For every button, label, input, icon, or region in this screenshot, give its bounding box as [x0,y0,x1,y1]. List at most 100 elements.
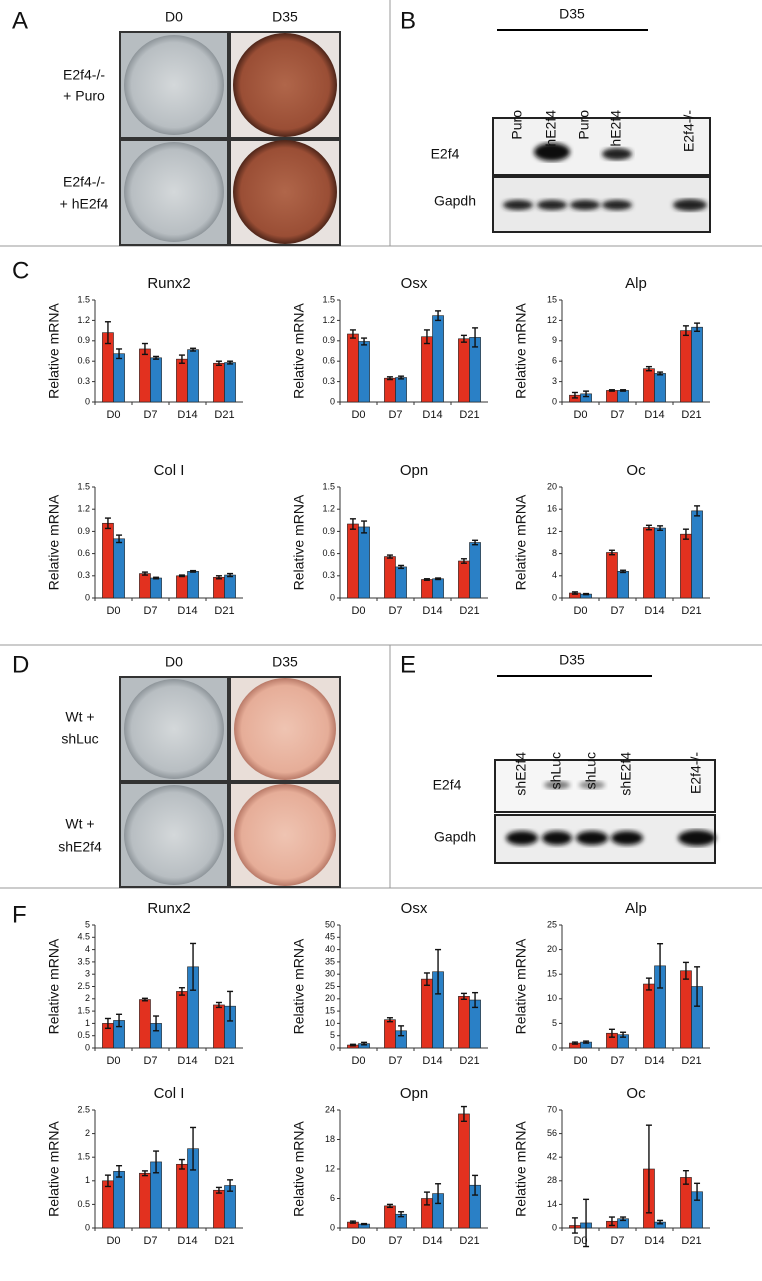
x-tick-label: D14 [422,605,442,617]
panel-letter: A [12,7,28,34]
bar [176,358,188,403]
x-tick-label: D0 [351,409,365,421]
x-tick-label: D14 [177,605,197,617]
x-tick-label: D21 [459,409,479,421]
y-tick-label: 0.9 [322,335,335,345]
y-tick-label: 0.3 [322,570,335,580]
x-tick-label: D7 [610,409,624,421]
y-tick-label: 0.9 [322,526,335,536]
y-axis-label: Relative mRNA [513,303,529,399]
row-label: + hE2f4 [60,196,109,212]
y-tick-label: 0 [85,592,90,602]
well [233,33,337,137]
x-tick-label: D14 [422,1235,442,1247]
bar [224,362,236,403]
bar [654,527,666,599]
y-tick-label: 5 [85,919,90,929]
y-axis-label: Relative mRNA [46,494,62,590]
bar [395,377,407,403]
y-tick-label: 0.9 [77,526,90,536]
y-tick-label: 0 [330,1042,335,1052]
bar [680,330,692,403]
x-tick-label: D14 [644,409,664,421]
chart-title: Col I [154,462,185,479]
bar [421,336,433,403]
y-axis-label: Relative mRNA [46,303,62,399]
bar [213,362,225,403]
y-tick-label: 20 [547,481,557,491]
bar [139,573,151,599]
x-tick-label: D21 [459,1235,479,1247]
y-axis-label: Relative mRNA [291,303,307,399]
y-tick-label: 0 [330,396,335,406]
bar [432,315,444,403]
bar [384,556,396,599]
x-tick-label: D7 [388,605,402,617]
x-tick-label: D0 [106,409,120,421]
row-label: E2f4-/- [63,67,105,83]
x-tick-label: D7 [143,409,157,421]
y-tick-label: 4 [85,944,90,954]
band [611,831,643,845]
lane-label: Puro [509,110,525,140]
bar [643,368,655,403]
y-axis-label: Relative mRNA [513,938,529,1034]
western-blot [494,675,716,864]
y-tick-label: 1.5 [322,294,335,304]
y-tick-label: 12 [325,1163,335,1173]
bar [150,577,162,599]
band [542,831,572,845]
bar [113,353,125,403]
y-axis-label: Relative mRNA [46,1121,62,1217]
x-tick-label: D21 [681,1055,701,1067]
well [124,679,224,779]
y-tick-label: 28 [547,1175,557,1185]
y-tick-label: 0 [85,1222,90,1232]
bar [458,338,470,403]
bar [384,1019,396,1049]
y-tick-label: 2.5 [77,1104,90,1114]
bar [458,560,470,599]
band [579,781,605,789]
y-tick-label: 0.6 [77,548,90,558]
y-tick-label: 4.5 [77,932,90,942]
column-label: D0 [165,654,183,670]
x-tick-label: D14 [422,1055,442,1067]
y-tick-label: 0.5 [77,1199,90,1209]
y-tick-label: 0 [552,396,557,406]
y-tick-label: 1.5 [77,294,90,304]
x-tick-label: D14 [644,605,664,617]
y-tick-label: 0.3 [322,376,335,386]
y-tick-label: 2 [85,993,90,1003]
x-tick-label: D7 [143,1055,157,1067]
bar [347,523,359,599]
x-tick-label: D0 [573,1235,587,1247]
row-label: shLuc [61,731,98,747]
column-label: D35 [272,654,298,670]
bar [139,999,151,1049]
y-tick-label: 50 [325,919,335,929]
x-tick-label: D7 [610,605,624,617]
group-label: D35 [559,652,585,668]
bar [606,552,618,599]
chart-title: Osx [401,275,428,292]
band [506,831,538,845]
y-tick-label: 2 [85,1128,90,1138]
y-tick-label: 0.3 [77,376,90,386]
y-tick-label: 0 [552,1042,557,1052]
chart-title: Opn [400,1085,428,1102]
x-tick-label: D21 [459,1055,479,1067]
photo-grid [119,676,341,888]
blot [494,759,716,813]
chart-title: Alp [625,900,647,917]
x-tick-label: D14 [644,1055,664,1067]
band [570,200,600,210]
well [124,785,224,885]
x-tick-label: D7 [143,1235,157,1247]
y-tick-label: 0 [330,592,335,602]
bar [421,978,433,1049]
bar [421,579,433,599]
y-tick-label: 5 [552,1018,557,1028]
y-tick-label: 10 [325,1018,335,1028]
